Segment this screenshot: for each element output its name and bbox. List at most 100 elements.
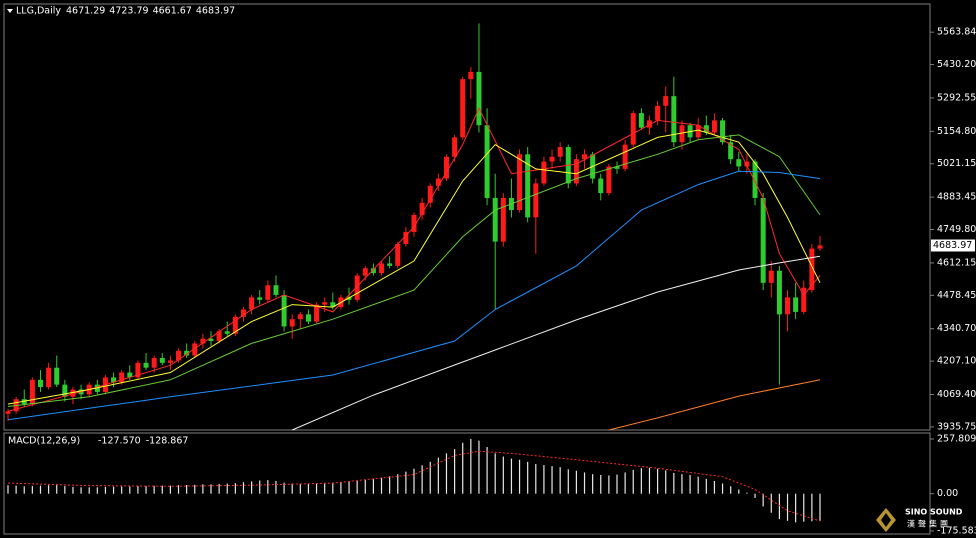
candle-body — [62, 384, 68, 397]
candle-body — [5, 411, 11, 414]
candle-body — [598, 178, 604, 194]
candle-body — [695, 125, 701, 138]
candle-body — [322, 302, 328, 305]
candle-body — [37, 379, 43, 388]
candle-body — [411, 214, 417, 232]
candle-body — [801, 287, 807, 312]
y-tick-label: 4749.80 — [937, 224, 976, 235]
watermark: SINO SOUND 漢聲集團 — [876, 508, 963, 532]
price-marker — [931, 239, 975, 252]
candle-body — [395, 244, 401, 266]
candle-body — [176, 350, 182, 361]
candle-body — [703, 125, 709, 133]
candle-body — [525, 154, 531, 218]
macd-readout: -128.867 — [146, 436, 189, 447]
candle-body — [646, 120, 652, 128]
candle-body — [768, 270, 774, 283]
candle-body — [541, 161, 547, 184]
moving-average — [292, 255, 821, 431]
candle-body — [435, 178, 441, 186]
y-tick-label: 3935.75 — [937, 421, 976, 432]
candle-body — [614, 166, 620, 169]
candle-body — [720, 120, 726, 143]
candle-body — [728, 142, 734, 160]
candle-body — [655, 105, 661, 121]
candle-body — [192, 343, 198, 356]
candle-body — [582, 154, 588, 160]
candle-body — [484, 125, 490, 198]
candle-body — [354, 275, 360, 300]
moving-average — [7, 170, 821, 421]
candle-body — [817, 245, 823, 249]
ohlc-readout: 4661.67 — [153, 6, 192, 17]
candle-body — [29, 379, 35, 405]
candle-body — [476, 71, 482, 126]
candle-body — [736, 159, 742, 167]
symbol-label: LLG,Daily — [16, 6, 61, 17]
candle-body — [46, 367, 52, 388]
candle-body — [159, 357, 165, 363]
candle-body — [760, 197, 766, 283]
candle-body — [443, 156, 449, 179]
y-tick-label: 5021.15 — [937, 158, 976, 169]
y-tick-label: 4612.15 — [937, 257, 976, 268]
y-tick-label: 4883.45 — [937, 192, 976, 203]
candle-body — [533, 183, 539, 218]
candle-body — [557, 147, 563, 157]
candle-body — [379, 263, 385, 274]
macd-tick-label: -175.583 — [937, 525, 976, 536]
candle-body — [606, 166, 612, 194]
macd-tick-label: 257.809 — [937, 433, 976, 444]
moving-average — [7, 107, 821, 412]
y-tick-label: 5154.80 — [937, 126, 976, 137]
y-tick-label: 5292.55 — [937, 92, 976, 103]
candle-body — [573, 159, 579, 184]
candle-body — [752, 161, 758, 198]
candle-body — [297, 314, 303, 320]
watermark-brand: SINO SOUND — [905, 508, 963, 517]
candle-body — [314, 304, 320, 322]
candle-body — [419, 202, 425, 215]
y-tick-label: 4069.40 — [937, 389, 976, 400]
candle-body — [265, 285, 271, 300]
candle-body — [70, 389, 76, 397]
candle-body — [793, 297, 799, 312]
candle-body — [460, 79, 466, 138]
watermark-sub: 漢聲集團 — [907, 519, 951, 529]
candle-body — [744, 161, 750, 167]
candle-body — [208, 338, 214, 342]
macd-panel-border — [3, 432, 931, 535]
candle-body — [711, 120, 717, 133]
candle-body — [216, 331, 222, 342]
candle-body — [403, 231, 409, 245]
candle-body — [167, 360, 173, 363]
candle-body — [127, 372, 133, 378]
candle-body — [151, 357, 157, 368]
candle-body — [224, 331, 230, 334]
moving-average — [7, 129, 821, 405]
candle-body — [362, 268, 368, 276]
candle-body — [776, 270, 782, 315]
candle-body — [184, 350, 190, 356]
macd-tick-label: 0.00 — [937, 488, 958, 499]
y-tick-label: 4207.10 — [937, 356, 976, 367]
candle-body — [289, 319, 295, 327]
y-tick-label: 5563.84 — [937, 27, 976, 38]
candle-body — [232, 316, 238, 334]
candle-body — [468, 71, 474, 80]
candle-body — [500, 197, 506, 242]
candle-body — [452, 137, 458, 157]
y-tick-label: 4478.45 — [937, 290, 976, 301]
watermark-logo-inner — [881, 513, 891, 527]
macd-label: MACD(12,26,9) — [8, 436, 80, 447]
candle-body — [111, 377, 117, 383]
price-marker-label: 4683.97 — [933, 240, 972, 251]
candle-body — [135, 362, 141, 378]
candle-body — [257, 297, 263, 300]
candle-body — [119, 372, 125, 383]
candle-body — [809, 248, 815, 291]
candle-body — [273, 285, 279, 295]
